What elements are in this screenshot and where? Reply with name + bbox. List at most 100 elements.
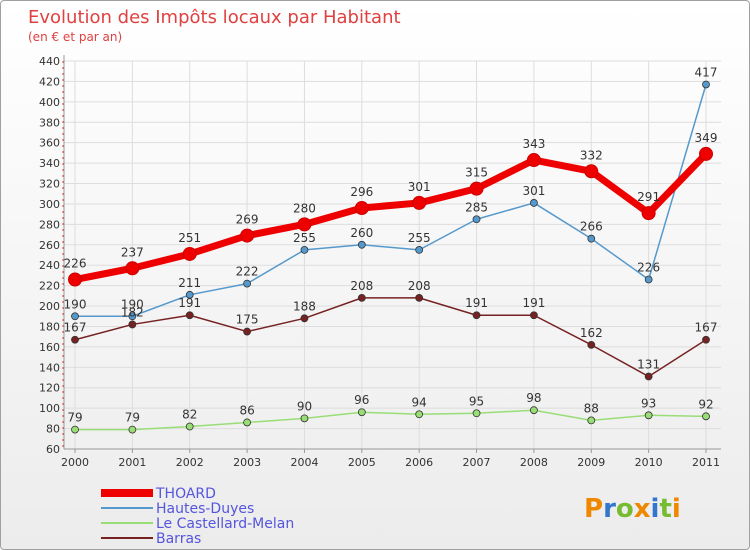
x-tick-label-2006: 2006 xyxy=(405,456,433,469)
data-label-3-9: 162 xyxy=(580,326,603,340)
point-0-8 xyxy=(526,153,541,168)
y-tick-label-220: 220 xyxy=(39,280,60,293)
data-label-2-3: 86 xyxy=(239,403,254,417)
data-label-2-7: 95 xyxy=(469,394,484,408)
y-tick-label-400: 400 xyxy=(39,96,60,109)
point-2-4 xyxy=(300,414,309,423)
data-label-2-2: 82 xyxy=(182,408,197,422)
data-label-0-4: 280 xyxy=(293,201,316,215)
point-1-6 xyxy=(415,245,424,254)
data-label-0-6: 301 xyxy=(408,180,431,194)
point-3-4 xyxy=(300,314,309,323)
data-label-0-5: 296 xyxy=(350,185,373,199)
data-labels: 167 182 191 175 188 208 208 191 191 162 131 167 79 79… xyxy=(64,65,718,424)
y-tick-label-340: 340 xyxy=(39,157,60,170)
y-tick-label-360: 360 xyxy=(39,137,60,150)
point-1-11 xyxy=(702,80,710,89)
point-1-7 xyxy=(472,215,481,224)
x-tick-label-2007: 2007 xyxy=(463,456,491,469)
point-3-0 xyxy=(71,335,79,344)
y-tick-label-420: 420 xyxy=(39,75,60,88)
data-label-3-8: 191 xyxy=(522,296,545,310)
point-1-9 xyxy=(587,234,596,243)
data-label-3-6: 208 xyxy=(408,279,431,293)
point-0-2 xyxy=(182,246,197,261)
series-line-1 xyxy=(74,83,707,318)
point-3-8 xyxy=(530,311,538,320)
point-1-1 xyxy=(128,312,137,321)
chart-subtitle: (en € et par an) xyxy=(28,30,122,44)
point-0-10 xyxy=(641,206,656,221)
x-tick-label-2008: 2008 xyxy=(520,456,548,469)
series-line-0 xyxy=(71,150,710,284)
series-points xyxy=(68,80,713,434)
brand-letter-5: t xyxy=(659,494,671,524)
data-label-1-2: 211 xyxy=(178,276,201,290)
point-3-10 xyxy=(644,372,653,381)
data-label-1-0: 190 xyxy=(64,297,87,311)
data-label-3-1: 182 xyxy=(121,305,144,319)
data-label-2-8: 98 xyxy=(526,391,541,405)
y-tick-label-80: 80 xyxy=(46,423,60,436)
data-label-1-7: 285 xyxy=(465,200,488,214)
x-tick-label-2011: 2011 xyxy=(692,456,720,469)
point-0-5 xyxy=(354,201,369,216)
point-3-1 xyxy=(128,320,137,329)
data-label-3-10: 131 xyxy=(637,358,660,372)
data-label-2-6: 94 xyxy=(412,395,427,409)
data-label-2-5: 96 xyxy=(354,393,369,407)
point-1-3 xyxy=(243,279,251,288)
point-2-5 xyxy=(357,408,366,417)
point-3-11 xyxy=(702,335,710,344)
brand-letter-2: o xyxy=(616,494,634,524)
point-2-7 xyxy=(472,409,481,418)
point-2-2 xyxy=(185,422,194,431)
y-tick-label-260: 260 xyxy=(39,239,60,252)
y-tick-label-120: 120 xyxy=(39,382,60,395)
data-label-0-8: 343 xyxy=(522,137,545,151)
data-label-1-5: 260 xyxy=(350,226,373,240)
x-tick-label-2009: 2009 xyxy=(577,456,605,469)
data-label-2-11: 92 xyxy=(698,397,713,411)
point-2-8 xyxy=(530,406,538,415)
point-3-3 xyxy=(243,327,251,336)
y-tick-label-300: 300 xyxy=(39,198,60,211)
legend-label-0: THOARD xyxy=(155,486,216,502)
data-label-2-4: 90 xyxy=(297,399,312,413)
y-tick-label-440: 440 xyxy=(39,55,60,68)
y-tick-label-240: 240 xyxy=(39,259,60,272)
point-1-10 xyxy=(644,275,653,284)
data-label-2-0: 79 xyxy=(67,411,82,425)
point-2-11 xyxy=(702,412,710,421)
series-lines xyxy=(71,83,710,431)
y-tick-label-380: 380 xyxy=(39,116,60,129)
point-1-2 xyxy=(185,290,194,299)
brand-letter-6: i xyxy=(672,494,681,524)
brand-letter-3: x xyxy=(634,494,651,524)
data-label-3-11: 167 xyxy=(695,321,718,335)
y-tick-label-280: 280 xyxy=(39,218,60,231)
data-label-0-2: 251 xyxy=(178,231,201,245)
point-3-7 xyxy=(472,311,481,320)
legend-label-3: Barras xyxy=(156,531,201,547)
point-1-8 xyxy=(530,199,538,207)
brand-letter-1: r xyxy=(603,494,616,524)
x-tick-label-2005: 2005 xyxy=(348,456,376,469)
chart-title: Evolution des Impôts locaux par Habitant xyxy=(28,7,401,28)
brand-logo: Proxiti xyxy=(584,494,681,524)
data-label-0-11: 349 xyxy=(695,131,718,145)
data-label-1-6: 255 xyxy=(408,231,431,245)
point-3-2 xyxy=(185,311,194,320)
data-label-2-9: 88 xyxy=(584,401,599,415)
point-0-1 xyxy=(125,261,140,276)
brand-letter-0: P xyxy=(584,494,603,524)
x-tick-label-2003: 2003 xyxy=(233,456,261,469)
point-2-1 xyxy=(128,425,137,434)
data-label-1-3: 222 xyxy=(236,265,259,279)
data-label-0-7: 315 xyxy=(465,166,488,180)
legend-label-2: Le Castellard-Melan xyxy=(156,516,294,532)
data-label-3-2: 191 xyxy=(178,296,201,310)
data-label-0-9: 332 xyxy=(580,148,603,162)
